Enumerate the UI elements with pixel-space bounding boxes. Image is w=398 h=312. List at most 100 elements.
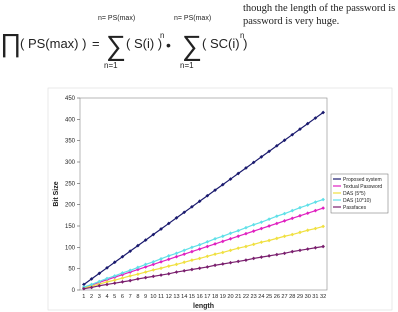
point — [190, 258, 194, 262]
point — [274, 252, 279, 257]
point — [251, 222, 256, 227]
y-tick-label: 150 — [65, 224, 76, 230]
point — [267, 254, 271, 258]
legend-label: Proposed system — [343, 177, 382, 183]
point — [267, 224, 271, 228]
point — [182, 268, 187, 273]
x-tick-label: 3 — [98, 294, 101, 300]
point — [274, 236, 279, 241]
point — [136, 265, 140, 270]
x-axis-label: length — [193, 303, 214, 310]
point — [120, 280, 125, 284]
point — [244, 166, 248, 170]
point — [228, 236, 233, 241]
y-tick-label: 200 — [65, 203, 76, 209]
point — [128, 249, 133, 254]
point — [97, 283, 102, 288]
x-tick-label: 19 — [220, 294, 226, 300]
point — [321, 224, 325, 229]
chart-frame — [47, 87, 393, 311]
point — [259, 226, 264, 231]
point — [259, 155, 264, 159]
point — [290, 216, 295, 221]
y-tick-label: 0 — [72, 288, 76, 294]
point — [197, 256, 202, 261]
sum-term: ( SC(i) ) — [202, 36, 248, 51]
sum-upper: n= PS(max) — [174, 15, 211, 22]
point — [136, 243, 140, 248]
legend-label: DAS (10*10) — [343, 198, 371, 204]
sum-lower: n=1 — [180, 61, 194, 70]
point — [182, 260, 187, 265]
point — [313, 200, 318, 204]
legend-label: Textual Password — [343, 184, 382, 190]
point — [244, 244, 248, 249]
point — [197, 199, 202, 204]
x-tick-label: 21 — [235, 294, 241, 300]
y-tick-label: 300 — [65, 160, 76, 166]
x-tick-label: 9 — [144, 294, 147, 300]
x-tick-label: 23 — [251, 294, 257, 300]
point — [151, 260, 156, 264]
point — [313, 116, 318, 120]
point — [159, 273, 163, 277]
point — [298, 248, 302, 253]
point — [305, 247, 310, 251]
legend-label: DAS (5*5) — [343, 191, 366, 197]
point — [274, 214, 279, 219]
y-tick-label: 400 — [65, 117, 76, 123]
point — [205, 239, 210, 244]
point — [305, 211, 310, 216]
point — [89, 282, 94, 287]
point — [251, 242, 256, 247]
sum-symbol: ∑ — [182, 30, 202, 61]
point — [321, 110, 325, 115]
x-tick-label: 16 — [197, 294, 203, 300]
x-tick-label: 20 — [227, 294, 233, 300]
point — [290, 249, 295, 254]
point — [259, 220, 264, 224]
x-tick-label: 4 — [105, 294, 108, 300]
point — [174, 262, 179, 267]
point — [182, 210, 187, 215]
x-tick-label: 28 — [289, 294, 295, 300]
point — [159, 260, 163, 264]
point — [236, 246, 241, 251]
x-tick-label: 27 — [281, 294, 287, 300]
point — [120, 254, 125, 259]
point — [151, 268, 156, 272]
point — [112, 281, 117, 286]
x-tick-label: 5 — [113, 294, 116, 300]
point — [236, 259, 241, 264]
point — [282, 234, 287, 239]
point — [205, 244, 210, 249]
point — [174, 251, 179, 256]
point — [267, 217, 271, 222]
point — [213, 236, 217, 241]
point — [251, 256, 256, 261]
point — [190, 245, 194, 250]
point — [298, 205, 302, 210]
point — [220, 182, 225, 187]
point — [244, 258, 248, 262]
point — [151, 232, 156, 237]
x-tick-label: 22 — [243, 294, 249, 300]
x-tick-label: 1 — [82, 294, 85, 300]
y-tick-label: 350 — [65, 139, 76, 145]
point — [197, 266, 202, 271]
y-tick-label: 50 — [68, 267, 75, 273]
point — [151, 262, 156, 267]
point — [159, 227, 163, 231]
point — [151, 274, 156, 279]
x-tick-label: 26 — [274, 294, 280, 300]
point — [321, 244, 325, 249]
x-tick-label: 24 — [258, 294, 264, 300]
point — [112, 278, 117, 283]
point — [274, 143, 279, 148]
point — [190, 204, 194, 209]
point — [205, 254, 210, 259]
point — [174, 216, 179, 220]
x-tick-label: 17 — [204, 294, 210, 300]
point — [228, 260, 233, 265]
point — [112, 274, 117, 278]
